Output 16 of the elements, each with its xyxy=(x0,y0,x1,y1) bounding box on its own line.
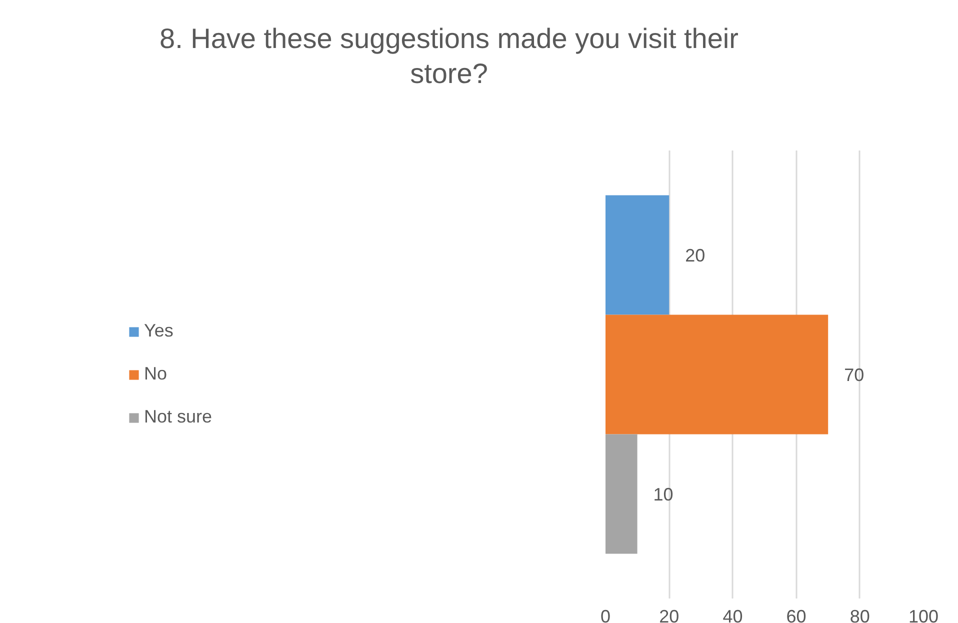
x-tick-label: 60 xyxy=(786,606,806,623)
bar xyxy=(606,434,638,554)
legend-label: Not sure xyxy=(144,406,214,428)
chart-title: 8. Have these suggestions made you visit their store? xyxy=(160,22,738,91)
legend-label: No xyxy=(144,364,168,384)
data-label: 20 xyxy=(685,246,706,266)
x-tick-label: 40 xyxy=(722,606,743,623)
legend-label: Yes xyxy=(144,320,174,342)
bar xyxy=(606,195,670,315)
bar xyxy=(606,314,828,434)
x-tick-label: 80 xyxy=(850,606,870,623)
data-label: 70 xyxy=(844,365,864,385)
x-tick-label: 100 xyxy=(908,606,939,623)
x-tick-label: 0 xyxy=(600,606,611,623)
data-label: 10 xyxy=(653,484,674,504)
x-tick-label: 20 xyxy=(659,606,680,623)
